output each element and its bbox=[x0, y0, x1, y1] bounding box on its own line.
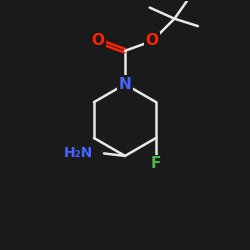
Text: F: F bbox=[151, 156, 161, 172]
Text: N: N bbox=[119, 77, 132, 92]
Text: O: O bbox=[91, 34, 104, 48]
Text: H₂N: H₂N bbox=[64, 146, 93, 160]
Text: O: O bbox=[146, 34, 159, 48]
